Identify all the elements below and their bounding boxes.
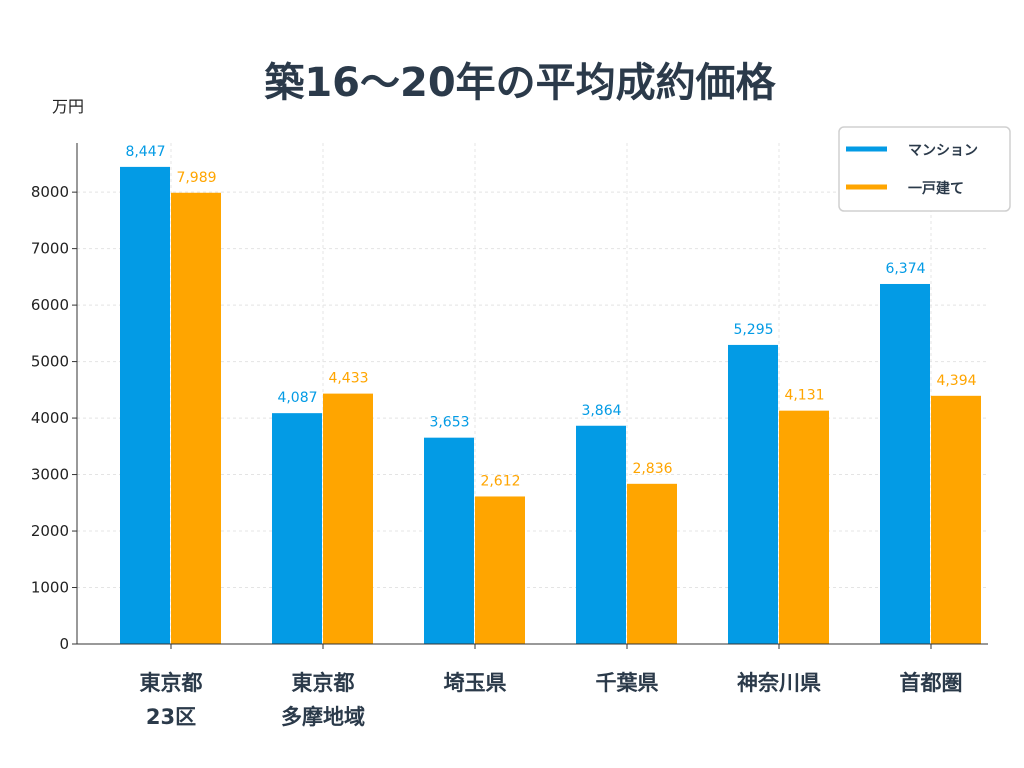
data-label: 8,447 [125,144,165,160]
x-tick-label: 千葉県 [596,671,659,695]
bar-house [931,395,981,644]
legend-label: マンション [908,143,978,159]
x-tick-label: 東京都 [292,671,355,695]
x-tick-label: 埼玉県 [444,671,507,695]
y-tick-label: 7000 [31,240,69,258]
x-tick-label: 東京都 [140,671,203,695]
data-label: 4,394 [936,373,976,389]
bar-mansion [424,437,474,644]
bar-mansion [880,283,930,644]
data-label: 2,612 [480,473,520,489]
data-label: 7,989 [176,170,216,186]
legend-box [838,126,1011,212]
data-label: 4,131 [784,388,824,404]
y-tick-label: 2000 [31,522,69,540]
y-tick-label: 5000 [31,353,69,371]
y-tick-label: 3000 [31,466,69,484]
bar-house [171,192,221,644]
bar-mansion [120,166,170,645]
legend-label: 一戸建て [908,180,964,197]
bar-house [475,496,525,644]
y-tick-label: 6000 [31,296,69,314]
data-label: 6,374 [885,261,925,277]
x-tick-label: 神奈川県 [737,671,821,695]
y-tick-label: 8000 [31,183,69,201]
chart-title: 築16〜20年の平均成約価格 [264,60,776,106]
y-tick-label: 0 [59,635,69,653]
x-tick-label: 首都圏 [900,671,963,695]
bar-mansion [576,425,626,644]
data-label: 3,653 [429,415,469,431]
data-label: 5,295 [733,322,773,338]
data-label: 2,836 [632,461,672,477]
bar-house [627,483,677,644]
x-tick-label: 多摩地域 [281,705,365,729]
y-tick-label: 4000 [31,409,69,427]
y-axis-unit: 万円 [52,97,84,116]
bar-house [323,393,373,644]
bar-mansion [728,344,778,644]
data-label: 4,087 [277,390,317,406]
bar-mansion [272,413,322,644]
data-label: 3,864 [581,403,621,419]
data-label: 4,433 [328,371,368,387]
y-tick-label: 1000 [31,579,69,597]
bar-house [779,410,829,644]
x-tick-label: 23区 [146,705,196,729]
